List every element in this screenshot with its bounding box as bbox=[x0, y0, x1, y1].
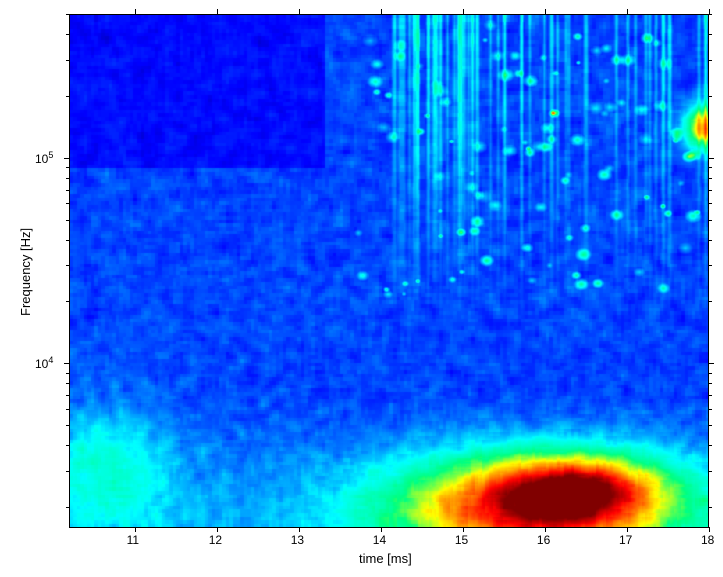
plot-border-bottom bbox=[69, 527, 709, 528]
x-tick-label: 15 bbox=[455, 533, 468, 547]
y-tick-label: 104 bbox=[35, 355, 53, 371]
x-tick-label: 12 bbox=[209, 533, 222, 547]
x-axis-label: time [ms] bbox=[359, 551, 412, 566]
x-tick-label: 16 bbox=[537, 533, 550, 547]
plot-border-top bbox=[69, 14, 709, 15]
plot-border-left bbox=[69, 14, 70, 527]
plot-border-right bbox=[708, 14, 709, 527]
x-tick-label: 14 bbox=[373, 533, 386, 547]
spectrogram-plot bbox=[69, 14, 709, 527]
y-axis-label: Frequency [Hz] bbox=[18, 227, 33, 315]
x-tick-label: 13 bbox=[291, 533, 304, 547]
x-tick-label: 17 bbox=[619, 533, 632, 547]
y-tick-label: 105 bbox=[35, 150, 53, 166]
x-tick-label: 18 bbox=[701, 533, 714, 547]
x-tick-label: 11 bbox=[127, 533, 139, 547]
spectrogram-canvas bbox=[69, 14, 709, 527]
